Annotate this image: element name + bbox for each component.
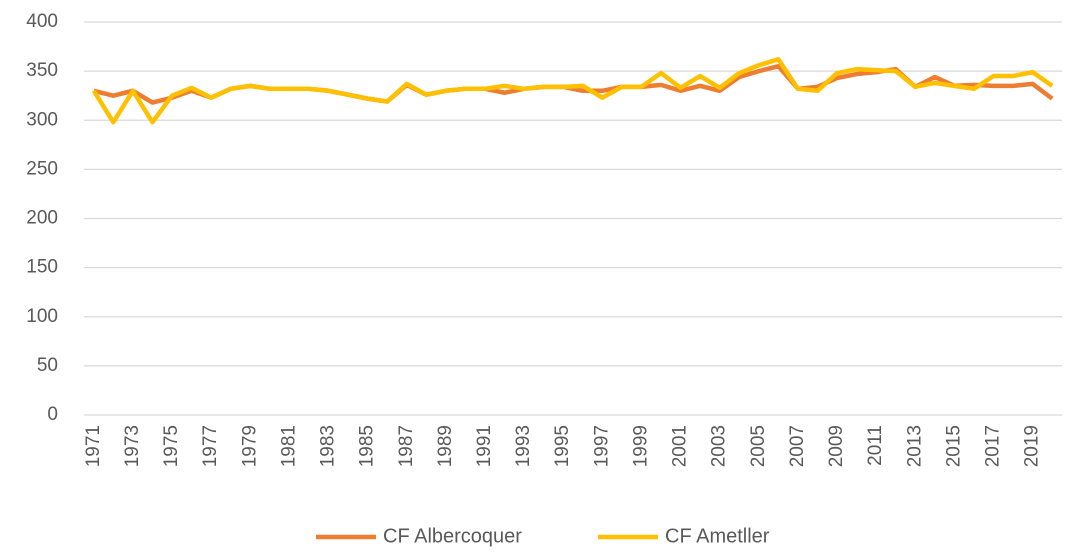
y-tick-label: 300	[26, 109, 58, 130]
legend-label: CF Albercoquer	[383, 525, 522, 547]
x-tick-label: 2017	[983, 425, 1004, 467]
y-tick-label: 400	[26, 11, 58, 32]
x-tick-label: 1979	[239, 425, 260, 467]
x-tick-label: 2007	[787, 425, 808, 467]
legend-label: CF Ametller	[665, 525, 770, 547]
series-line	[91, 57, 1054, 125]
x-tick-label: 1975	[161, 425, 182, 467]
x-tick-label: 1977	[200, 425, 221, 467]
x-tick-label: 1995	[552, 425, 573, 467]
y-tick-label: 150	[26, 257, 58, 278]
x-tick-label: 2015	[943, 425, 964, 467]
x-tick-label: 1991	[474, 425, 495, 467]
x-tick-label: 1985	[357, 425, 378, 467]
x-tick-label: 1971	[83, 425, 104, 467]
y-tick-label: 100	[26, 306, 58, 327]
y-tick-label: 350	[26, 60, 58, 81]
x-tick-label: 1983	[318, 425, 339, 467]
x-tick-label: 2003	[709, 425, 730, 467]
x-tick-label: 2005	[748, 425, 769, 467]
x-tick-label: 1989	[435, 425, 456, 467]
x-tick-label: 2009	[826, 425, 847, 467]
x-tick-label: 1981	[278, 425, 299, 467]
x-tick-label: 1999	[630, 425, 651, 467]
y-tick-label: 250	[26, 158, 58, 179]
x-tick-label: 2013	[904, 425, 925, 467]
x-tick-label: 2019	[1022, 425, 1043, 467]
y-tick-label: 0	[47, 404, 58, 425]
y-tick-label: 50	[37, 355, 58, 376]
x-tick-label: 1993	[513, 425, 534, 467]
x-tick-label: 2011	[865, 425, 886, 466]
x-tick-label: 1987	[396, 425, 417, 467]
x-tick-label: 1997	[591, 425, 612, 467]
x-tick-label: 2001	[670, 425, 691, 467]
x-tick-label: 1973	[122, 425, 143, 467]
y-tick-label: 200	[26, 208, 58, 229]
